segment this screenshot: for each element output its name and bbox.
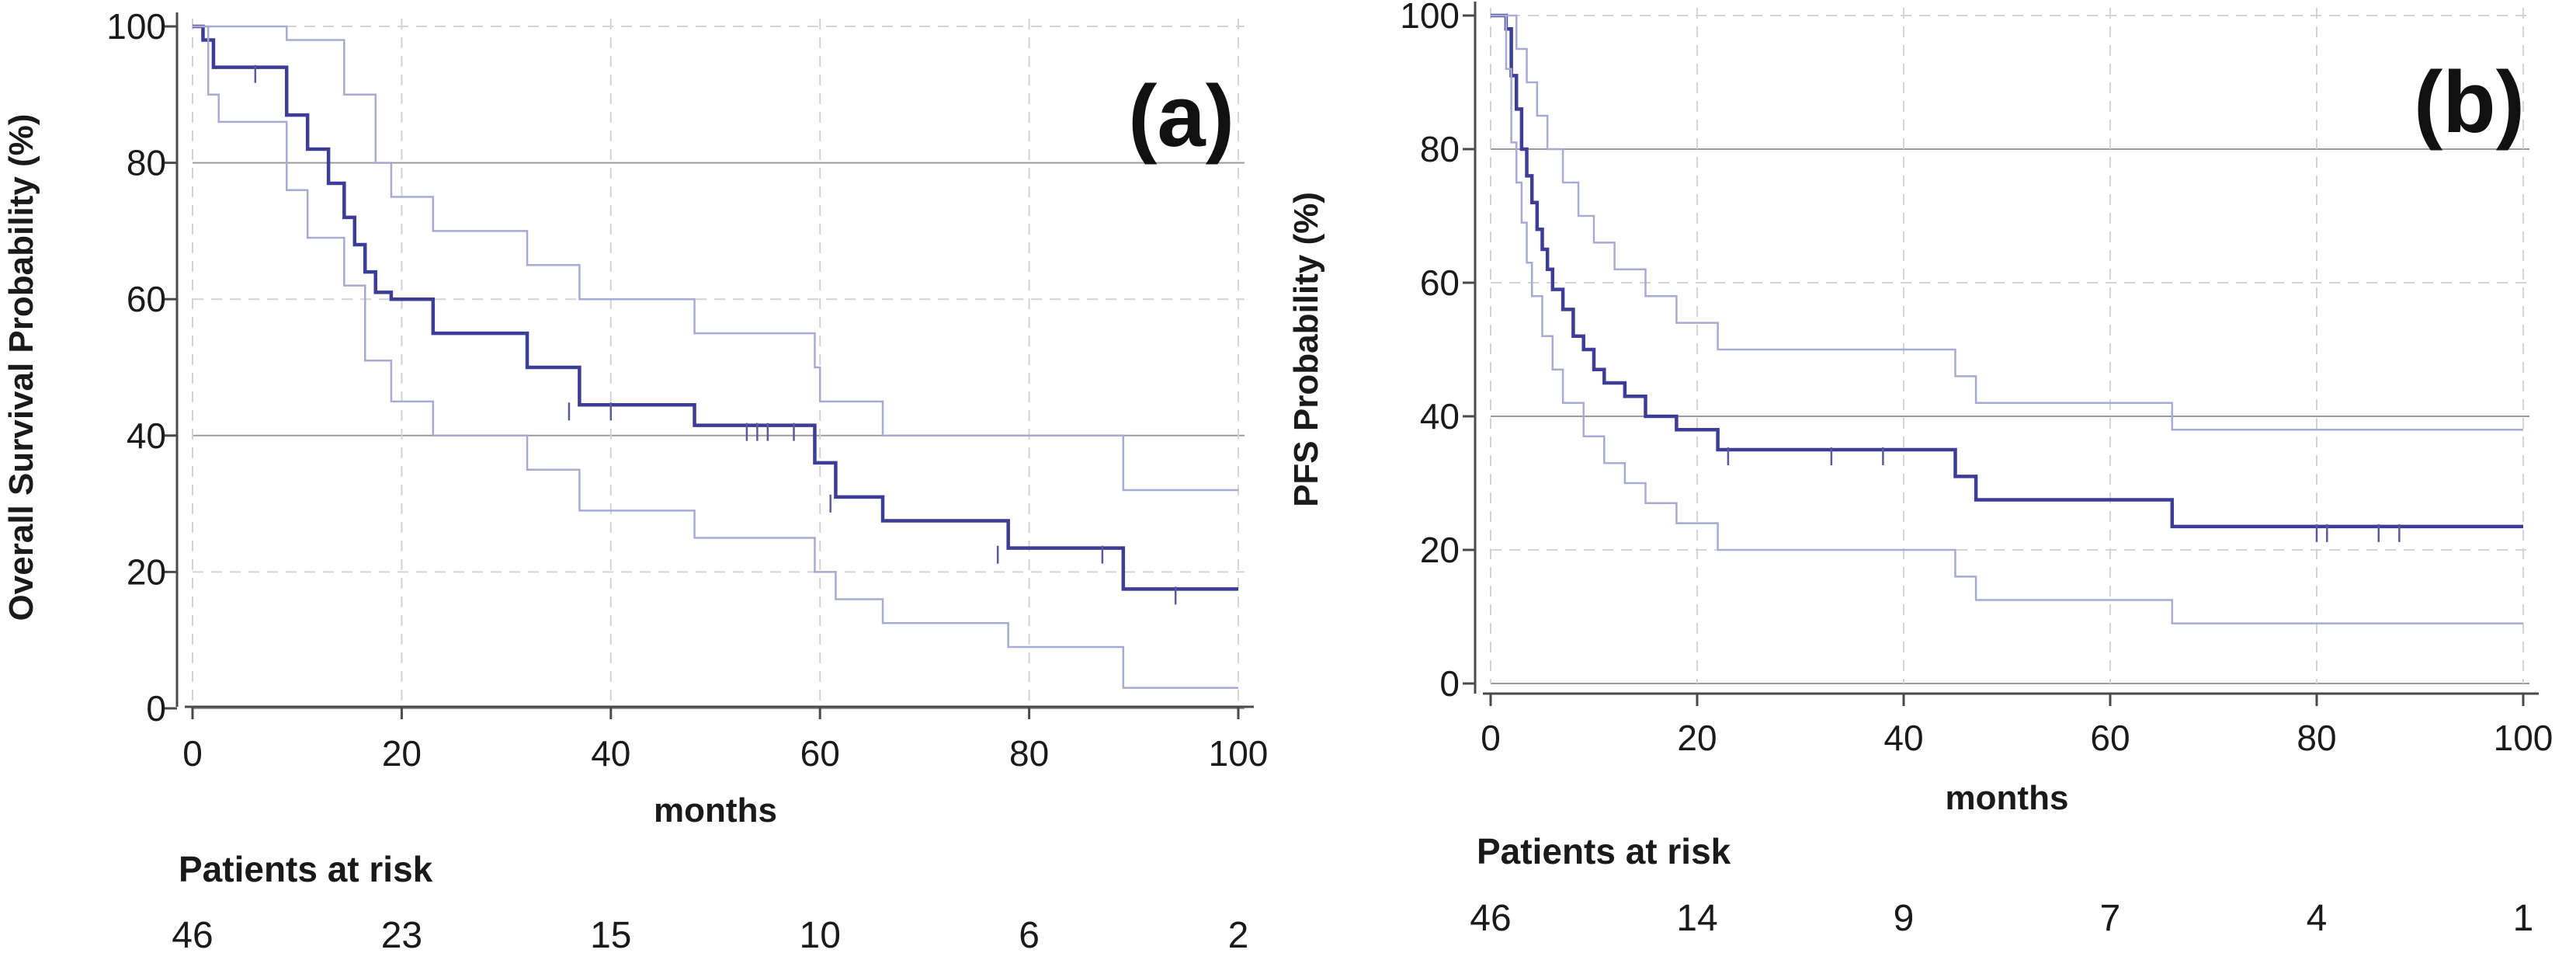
y-tick-label: 0: [1439, 663, 1460, 704]
y-tick-label: 40: [127, 416, 166, 456]
y-axis-title: PFS Probability (%): [1287, 192, 1325, 507]
x-tick-label: 60: [800, 733, 840, 774]
y-tick-label: 40: [1420, 396, 1460, 437]
x-tick-label: 20: [382, 733, 422, 774]
risk-table-value: 7: [2100, 898, 2121, 939]
x-axis-title: months: [654, 791, 777, 830]
panel-a: 0 20 40 60 80 100 0 20 40 60 80 100 months Overall Su…: [2, 6, 1268, 956]
y-tick-label: 100: [1400, 0, 1460, 36]
x-tick-label: 80: [2297, 718, 2336, 758]
risk-table-value: 1: [2513, 898, 2534, 939]
risk-table-value: 10: [800, 915, 841, 956]
x-tick-label: 0: [182, 733, 203, 774]
y-tick-label: 100: [106, 6, 166, 47]
x-tick-label: 60: [2090, 718, 2130, 758]
x-tick-label: 80: [1009, 733, 1049, 774]
lower-ci-line: [193, 25, 1238, 689]
panel-label: (b): [2414, 54, 2525, 151]
lower-ci-line: [1491, 14, 2523, 624]
panel-b: 0 20 40 60 80 100 0 20 40 60 80 100 months PFS Probab…: [1287, 0, 2553, 939]
risk-table-value: 46: [1470, 898, 1511, 939]
risk-table-value: 6: [1019, 915, 1040, 956]
risk-table-value: 4: [2307, 898, 2328, 939]
risk-table-value: 15: [590, 915, 631, 956]
risk-table-title: Patients at risk: [1477, 831, 1731, 871]
panel-label: (a): [1128, 68, 1234, 165]
y-tick-label: 20: [127, 551, 166, 592]
y-tick-label: 80: [127, 143, 166, 183]
y-tick-label: 20: [1420, 530, 1460, 570]
y-tick-label: 0: [146, 688, 166, 729]
risk-table-value: 14: [1676, 898, 1717, 939]
x-tick-label: 20: [1677, 718, 1717, 758]
survival-estimate-line: [193, 24, 1238, 591]
x-tick-label: 40: [1883, 718, 1923, 758]
x-tick-label: 0: [1481, 718, 1501, 758]
risk-table-value: 2: [1228, 915, 1249, 956]
y-tick-label: 60: [127, 279, 166, 319]
risk-table-value: 9: [1894, 898, 1915, 939]
survival-estimate-line: [1491, 13, 2523, 529]
y-tick-label: 60: [1420, 263, 1460, 303]
x-tick-label: 40: [591, 733, 630, 774]
risk-table-title: Patients at risk: [179, 849, 433, 889]
y-axis-title: Overall Survival Probability (%): [2, 114, 40, 621]
y-tick-label: 80: [1420, 129, 1460, 169]
x-axis-title: months: [1946, 779, 2069, 817]
x-tick-label: 100: [2494, 718, 2553, 758]
upper-ci-line: [1491, 14, 2523, 431]
x-tick-label: 100: [1209, 733, 1269, 774]
upper-ci-line: [193, 25, 1238, 492]
risk-table-value: 46: [172, 915, 213, 956]
risk-table-value: 23: [381, 915, 422, 956]
